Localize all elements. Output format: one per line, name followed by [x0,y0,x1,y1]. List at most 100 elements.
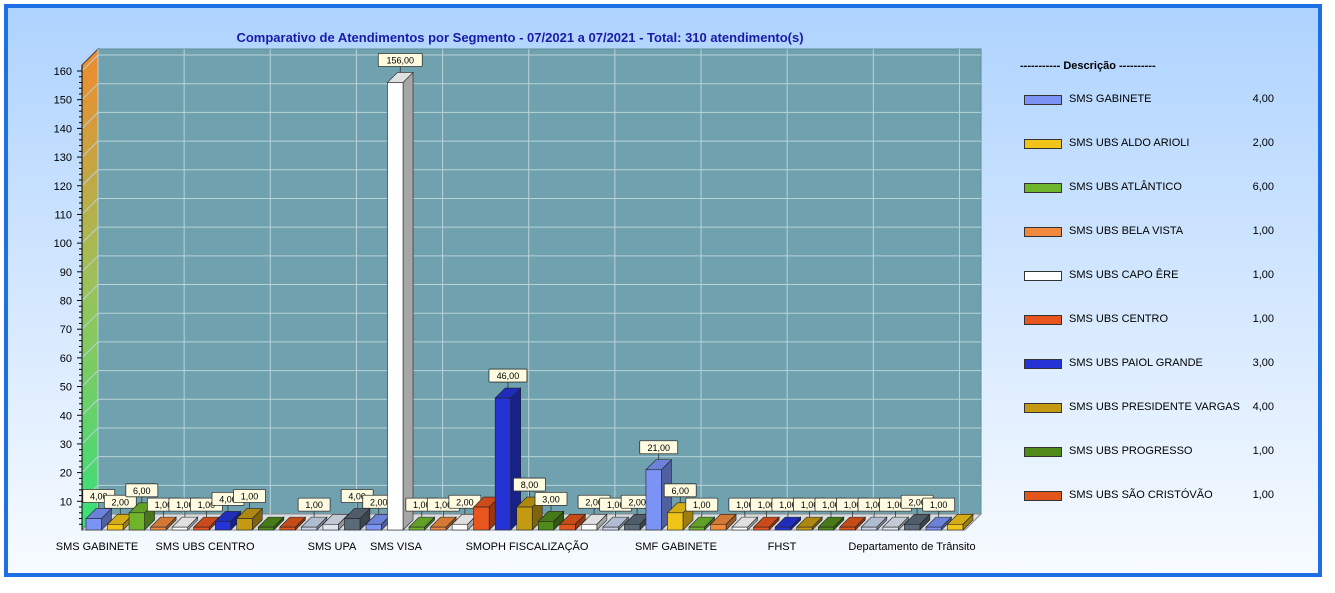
bar [128,512,145,531]
legend-swatch [1024,271,1062,281]
data-label: 1,00 [155,500,173,510]
data-label: 1,00 [865,500,883,510]
bar [408,526,425,531]
bar [688,526,705,531]
gridline-y-side [81,370,99,387]
data-label: 1,00 [241,492,259,502]
gridline-y-side [81,54,99,72]
gridline-y-side [81,341,99,359]
gridline-y-side [81,456,99,473]
y-tick-label: 140 [54,123,72,135]
bar [861,526,878,531]
data-label: 4,00 [348,492,366,502]
data-label-box [297,497,331,512]
data-label-box [639,440,679,455]
data-label-box [513,477,546,492]
bar [236,518,253,531]
x-category-label: FHST [768,541,797,553]
data-label: 1,00 [779,500,797,510]
data-label-box [377,53,423,67]
gridline-y-side [81,83,99,101]
legend-item: SMS UBS SÃO CRISTÓVÃO 1,00 [1024,489,1274,503]
legend-label: SMS UBS SÃO CRISTÓVÃO [1069,489,1213,501]
data-label: 1,00 [801,500,819,510]
bar [904,523,921,531]
legend-swatch [1024,315,1062,325]
x-category-label: SMS GABINETE [56,541,139,553]
bar [667,512,684,531]
legend-swatch [1024,359,1062,369]
data-label: 2,00 [628,497,646,507]
gridline-y-side [81,112,99,129]
bar [537,521,555,531]
data-label: 1,00 [844,500,862,510]
bar [882,526,899,531]
bar [774,526,791,531]
data-label: 4,00 [90,492,108,502]
x-category-label: SMS UBS CENTRO [155,541,254,553]
legend-item: SMS UBS PRESIDENTE VARGAS 4,00 [1024,401,1274,415]
bar [516,506,533,531]
bar [150,526,167,531]
y-tick-label: 130 [54,152,72,164]
gridline-y-side [81,398,99,416]
plot-left-wall [81,47,99,532]
legend-item: SMS UBS CAPO ÊRE 1,00 [1024,269,1274,283]
data-label: 4,00 [219,494,237,504]
data-label: 6,00 [671,486,689,496]
data-label-box [922,497,956,512]
y-tick-label: 70 [60,324,72,336]
bar [494,397,512,531]
data-label: 1,00 [758,500,776,510]
legend-value: 1,00 [1252,313,1274,325]
legend-label: SMS UBS ALDO ARIOLI [1069,137,1190,149]
legend-item: SMS UBS PROGRESSO 1,00 [1024,445,1274,459]
y-tick-label: 20 [60,468,72,480]
bar [796,526,813,531]
bar [301,526,318,531]
legend-swatch [1024,227,1062,237]
legend-swatch [1024,491,1062,501]
data-label: 156,00 [386,55,414,65]
gridline-y-side [81,255,99,273]
legend-item: SMS UBS PAIOL GRANDE 3,00 [1024,357,1274,371]
y-tick-label: 50 [60,382,72,394]
bar [430,526,447,531]
data-label: 2,00 [112,497,130,507]
legend-value: 1,00 [1252,445,1274,457]
y-tick-label: 110 [54,209,72,221]
gridline-y-side [81,169,99,187]
data-label: 1,00 [930,500,948,510]
gridline-y-side [81,198,99,215]
x-category-label: SMS VISA [370,541,423,553]
bar [925,526,942,531]
data-label: 6,00 [133,486,151,496]
data-label: 21,00 [647,443,670,453]
legend-label: SMS UBS PRESIDENTE VARGAS [1069,401,1240,413]
data-label-box [534,491,568,506]
y-tick-label: 80 [60,296,72,308]
bar [602,526,619,531]
data-label: 1,00 [198,500,216,510]
legend-label: SMS UBS CAPO ÊRE [1069,269,1179,281]
y-tick-label: 10 [60,496,72,508]
y-tick-label: 60 [60,353,72,365]
gridline-y-side [81,312,99,330]
bar [645,469,662,531]
data-label: 2,00 [908,497,926,507]
legend-swatch [1024,447,1062,457]
legend-value: 1,00 [1252,489,1274,501]
bar [473,506,490,531]
data-label: 1,00 [413,500,431,510]
bar [710,523,727,531]
bar [947,523,964,531]
bar [322,523,339,531]
data-label: 1,00 [736,500,754,510]
bar [344,518,361,531]
data-label: 1,00 [822,500,840,510]
data-label: 1,00 [607,500,625,510]
x-category-label: Departamento de Trânsito [848,541,975,553]
legend-value: 4,00 [1252,401,1274,413]
legend-value: 1,00 [1252,269,1274,281]
legend-label: SMS UBS PAIOL GRANDE [1069,357,1203,369]
